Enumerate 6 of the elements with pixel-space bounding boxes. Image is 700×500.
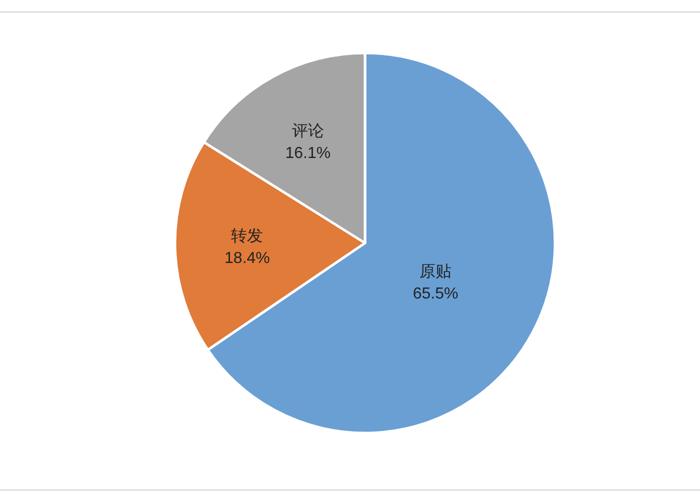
slice-label: 原贴 bbox=[420, 263, 452, 280]
data-label: 18.4% bbox=[224, 250, 270, 268]
data-label: 16.1% bbox=[285, 144, 331, 162]
data-label: 65.5% bbox=[412, 285, 458, 302]
slice-label: 评论 bbox=[292, 122, 324, 140]
slice-label: 转发 bbox=[231, 228, 264, 246]
